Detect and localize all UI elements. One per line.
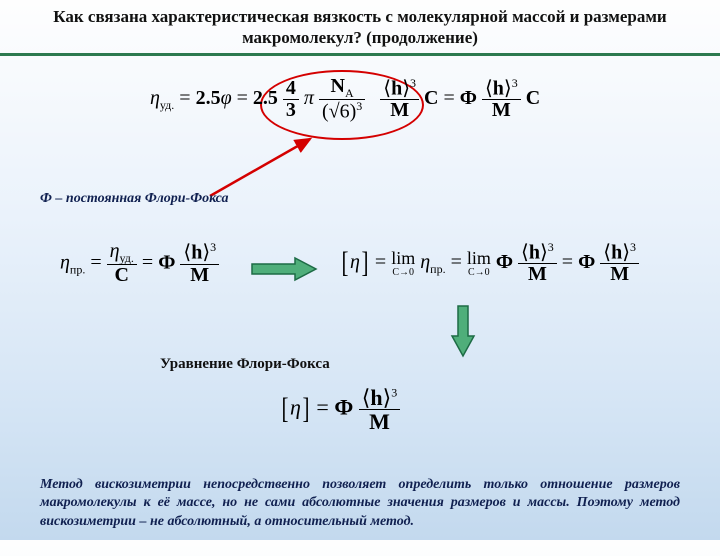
la5: ⟨: [603, 241, 611, 263]
c25a: 2.5: [196, 87, 221, 109]
M4: M: [528, 263, 547, 285]
Phi4: Ф: [578, 250, 595, 272]
ra1: ⟩: [402, 77, 410, 99]
p3c: 3: [512, 76, 518, 90]
p3e: 3: [548, 240, 554, 254]
flory-fox-label: Уравнение Флори-Фокса: [160, 356, 330, 373]
eq8: =: [562, 250, 573, 272]
lb2: [: [282, 392, 289, 426]
lp1: (: [322, 101, 329, 123]
eq2: =: [237, 87, 248, 109]
p3g: 3: [391, 385, 397, 399]
content-area: ηуд. = 2.5φ = 2.5 4 3 π NA (√6)3 ⟨h⟩3 M …: [0, 56, 720, 556]
eta2: η: [60, 251, 70, 273]
sub-pr: пр.: [70, 262, 85, 276]
C1: C: [424, 87, 438, 109]
rb1: ]: [361, 246, 368, 280]
footer-paragraph: Метод вискозиметрии непосредственно позв…: [40, 476, 680, 533]
limb2: C→0: [467, 268, 491, 278]
pi: π: [304, 87, 314, 109]
p3b: 3: [410, 76, 416, 90]
h5: h: [611, 241, 622, 263]
Phi3: Ф: [496, 250, 513, 272]
Phi1: Ф: [460, 87, 477, 109]
h1: h: [391, 77, 402, 99]
ra3: ⟩: [202, 242, 210, 264]
c25b: 2.5: [253, 87, 278, 109]
frac-h3m-2: ⟨h⟩3 M: [482, 77, 521, 122]
A: A: [345, 86, 354, 100]
equation-intrinsic: [η] = lim C→0 ηпр. = lim C→0 Ф ⟨h⟩3 M = …: [340, 241, 639, 286]
p3a: 3: [356, 99, 362, 113]
ra5: ⟩: [622, 241, 630, 263]
phi-constant-label: Ф – постоянная Флори-Фокса: [40, 191, 229, 207]
sub-pr2: пр.: [430, 261, 445, 275]
la1: ⟨: [383, 77, 391, 99]
eq4: =: [90, 251, 101, 273]
frac-43: 4 3: [283, 78, 299, 121]
frac-ud-c: ηуд. C: [107, 241, 137, 287]
h3: h: [191, 242, 202, 264]
page-title: Как связана характеристическая вязкость …: [0, 0, 720, 53]
C3: C: [115, 264, 129, 286]
p3d: 3: [210, 240, 216, 254]
p3f: 3: [630, 240, 636, 254]
M3: M: [190, 264, 209, 286]
frac-h3m-4: ⟨h⟩3 M: [518, 241, 557, 286]
frac-h3m-5: ⟨h⟩3 M: [600, 241, 639, 286]
M1: M: [390, 99, 409, 121]
eq6: =: [375, 250, 386, 272]
lim1: lim C→0: [391, 248, 415, 278]
eq5: =: [142, 251, 153, 273]
equation-main: ηуд. = 2.5φ = 2.5 4 3 π NA (√6)3 ⟨h⟩3 M …: [150, 76, 540, 123]
equation-final: [η] = Ф ⟨h⟩3 M: [280, 386, 400, 433]
frac-h3m-3: ⟨h⟩3 M: [180, 241, 219, 286]
sub-ud: уд.: [160, 98, 174, 112]
N: N: [331, 75, 345, 97]
h4: h: [529, 241, 540, 263]
equation-pr: ηпр. = ηуд. C = Ф ⟨h⟩3 M: [60, 241, 219, 287]
h6: h: [370, 385, 382, 410]
lim2: lim C→0: [467, 248, 491, 278]
C2: C: [526, 87, 540, 109]
eta6: η: [290, 394, 301, 419]
eq: =: [179, 87, 190, 109]
d3: 3: [286, 99, 296, 121]
r6: √6: [329, 101, 350, 123]
limb1: C→0: [391, 268, 415, 278]
ra4: ⟩: [540, 241, 548, 263]
limt2: lim: [467, 248, 491, 268]
M2: M: [492, 99, 511, 121]
M5: M: [610, 263, 629, 285]
la4: ⟨: [521, 241, 529, 263]
sub-ud2: уд.: [120, 251, 134, 265]
eta3: η: [110, 240, 120, 262]
frac-na: NA (√6)3: [319, 76, 365, 123]
eta4: η: [350, 250, 360, 272]
eta5: η: [420, 250, 430, 272]
M6: M: [369, 409, 390, 434]
frac-h3m-1: ⟨h⟩3 M: [380, 77, 419, 122]
ra2: ⟩: [504, 77, 512, 99]
rb2: ]: [302, 392, 309, 426]
eq7: =: [451, 250, 462, 272]
la2: ⟨: [485, 77, 493, 99]
frac-h3m-6: ⟨h⟩3 M: [359, 386, 400, 433]
Phi2: Ф: [158, 251, 175, 273]
limt1: lim: [391, 248, 415, 268]
arrow-right-icon: [250, 256, 320, 282]
eq9: =: [316, 394, 328, 419]
Phi5: Ф: [334, 394, 353, 419]
h2: h: [493, 77, 504, 99]
phi-l: φ: [221, 87, 232, 109]
eq3: =: [443, 87, 454, 109]
ra6: ⟩: [383, 385, 392, 410]
lb1: [: [342, 246, 349, 280]
n4: 4: [286, 77, 296, 99]
eta: η: [150, 87, 160, 109]
arrow-down-icon: [450, 304, 476, 359]
